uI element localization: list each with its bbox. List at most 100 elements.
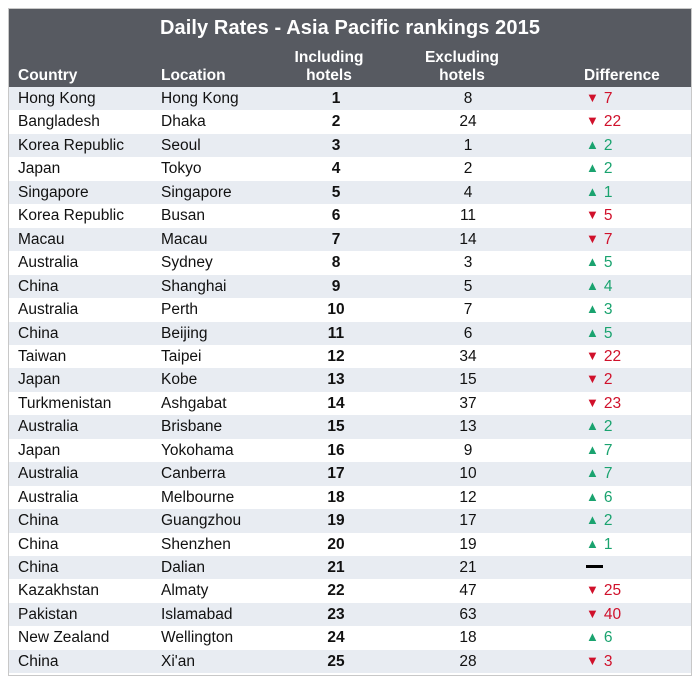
table-row: Bangladesh Dhaka 2 24 ▼ 22 [9, 110, 691, 133]
difference-value: 1 [603, 183, 613, 201]
difference-value: 22 [603, 113, 622, 131]
table-row: Taiwan Taipei 12 34 ▼ 22 [9, 345, 691, 368]
cell-including-hotels: 24 [327, 629, 345, 647]
cell-including-hotels: 5 [331, 183, 341, 201]
table-row: Kazakhstan Almaty 22 47 ▼ 25 [9, 579, 691, 602]
cell-location: Islamabad [161, 605, 233, 623]
table-row: Turkmenistan Ashgabat 14 37 ▼ 23 [9, 392, 691, 415]
difference-value: 2 [603, 371, 613, 389]
cell-country: Pakistan [18, 605, 78, 623]
triangle-down-icon: ▼ [586, 394, 599, 410]
cell-country: Japan [18, 441, 61, 459]
table-row: China Guangzhou 19 17 ▲ 2 [9, 509, 691, 533]
table-row: China Xi'an 25 28 ▼ 3 [9, 649, 691, 674]
difference-value: 40 [603, 605, 622, 623]
cell-including-hotels: 19 [327, 512, 345, 530]
difference-value: 5 [603, 324, 613, 342]
difference-value: 7 [603, 465, 613, 483]
difference-value: 5 [603, 254, 613, 272]
cell-country: New Zealand [18, 629, 110, 647]
cell-excluding-hotels: 8 [463, 90, 473, 107]
cell-location: Singapore [161, 183, 232, 201]
table-body: Hong Kong Hong Kong 1 8 ▼ 7 Bangladesh Dhaka 2 24… [9, 87, 691, 675]
table-row: Australia Brisbane 15 13 ▲ 2 [9, 415, 691, 439]
cell-location: Tokyo [161, 160, 202, 178]
triangle-up-icon: ▲ [586, 418, 599, 434]
cell-country: China [18, 535, 59, 553]
cell-excluding-hotels: 3 [463, 254, 473, 272]
cell-including-hotels: 25 [327, 652, 345, 670]
cell-difference: ▲ 2 [586, 418, 613, 436]
table-row: Japan Kobe 13 15 ▼ 2 [9, 368, 691, 392]
cell-location: Brisbane [161, 418, 223, 436]
column-header-difference: Difference [584, 67, 660, 84]
cell-including-hotels: 14 [327, 394, 345, 412]
cell-country: Australia [18, 418, 79, 436]
cell-difference: ▲ 2 [586, 160, 613, 178]
cell-excluding-hotels: 28 [459, 652, 477, 670]
cell-including-hotels: 6 [331, 207, 341, 225]
column-header-excluding-line2: hotels [439, 67, 485, 84]
cell-including-hotels: 22 [327, 582, 345, 600]
difference-value: 6 [603, 488, 613, 506]
cell-location: Perth [161, 301, 199, 319]
cell-country: Japan [18, 371, 61, 389]
cell-difference: ▼ 7 [586, 231, 613, 249]
cell-including-hotels: 9 [331, 277, 341, 295]
difference-value: 2 [603, 160, 613, 178]
column-header-excluding-line1: Excluding [424, 49, 500, 66]
cell-difference: ▲ 1 [586, 536, 613, 554]
cell-excluding-hotels: 24 [459, 113, 477, 131]
cell-location: Almaty [161, 582, 209, 600]
table-row: Hong Kong Hong Kong 1 8 ▼ 7 [9, 87, 691, 111]
cell-including-hotels: 21 [327, 559, 345, 576]
cell-country: Australia [18, 488, 79, 506]
cell-location: Shanghai [161, 277, 227, 295]
cell-including-hotels: 17 [327, 465, 345, 483]
triangle-down-icon: ▼ [586, 230, 599, 246]
triangle-up-icon: ▲ [586, 441, 599, 457]
triangle-down-icon: ▼ [586, 207, 599, 223]
cell-including-hotels: 8 [331, 254, 341, 272]
cell-location: Beijing [161, 324, 208, 342]
difference-value: 3 [603, 301, 613, 319]
triangle-up-icon: ▲ [586, 277, 599, 293]
cell-country: Australia [18, 254, 79, 272]
cell-location: Yokohama [161, 441, 234, 459]
cell-difference: ▼ 40 [586, 606, 621, 624]
cell-including-hotels: 4 [331, 160, 341, 178]
cell-including-hotels: 1 [331, 90, 341, 107]
triangle-up-icon: ▲ [586, 465, 599, 481]
table-row: China Beijing 11 6 ▲ 5 [9, 321, 691, 345]
table-row: Singapore Singapore 5 4 ▲ 1 [9, 180, 691, 205]
cell-location: Taipei [161, 347, 202, 365]
difference-value: 2 [603, 512, 613, 530]
cell-including-hotels: 16 [327, 441, 345, 459]
difference-value: 5 [603, 207, 613, 225]
cell-country: Korea Republic [18, 207, 124, 225]
difference-value: 4 [603, 277, 613, 295]
cell-difference: ▼ 3 [586, 653, 613, 671]
cell-difference: ▲ 5 [586, 254, 613, 272]
cell-difference: ▼ 5 [586, 207, 613, 225]
cell-location: Seoul [161, 136, 201, 154]
cell-excluding-hotels: 21 [459, 559, 477, 576]
table-row: Macau Macau 7 14 ▼ 7 [9, 227, 691, 252]
cell-difference: ▼ 2 [586, 371, 613, 389]
cell-location: Canberra [161, 465, 226, 483]
cell-location: Busan [161, 207, 205, 225]
cell-country: Taiwan [18, 347, 67, 365]
difference-value: 2 [603, 136, 613, 154]
cell-country: Bangladesh [18, 113, 100, 131]
cell-difference: ▼ 7 [586, 90, 613, 108]
cell-location: Ashgabat [161, 394, 227, 412]
difference-value: 7 [603, 230, 613, 248]
table-row: Pakistan Islamabad 23 63 ▼ 40 [9, 602, 691, 627]
column-header-excluding-hotels: Excluding hotels [416, 49, 508, 85]
cell-including-hotels: 2 [331, 113, 341, 131]
cell-excluding-hotels: 18 [459, 629, 477, 647]
cell-including-hotels: 11 [327, 324, 345, 342]
cell-difference: ▲ 7 [586, 465, 613, 483]
cell-country: Korea Republic [18, 136, 124, 154]
table-row: Australia Perth 10 7 ▲ 3 [9, 298, 691, 321]
